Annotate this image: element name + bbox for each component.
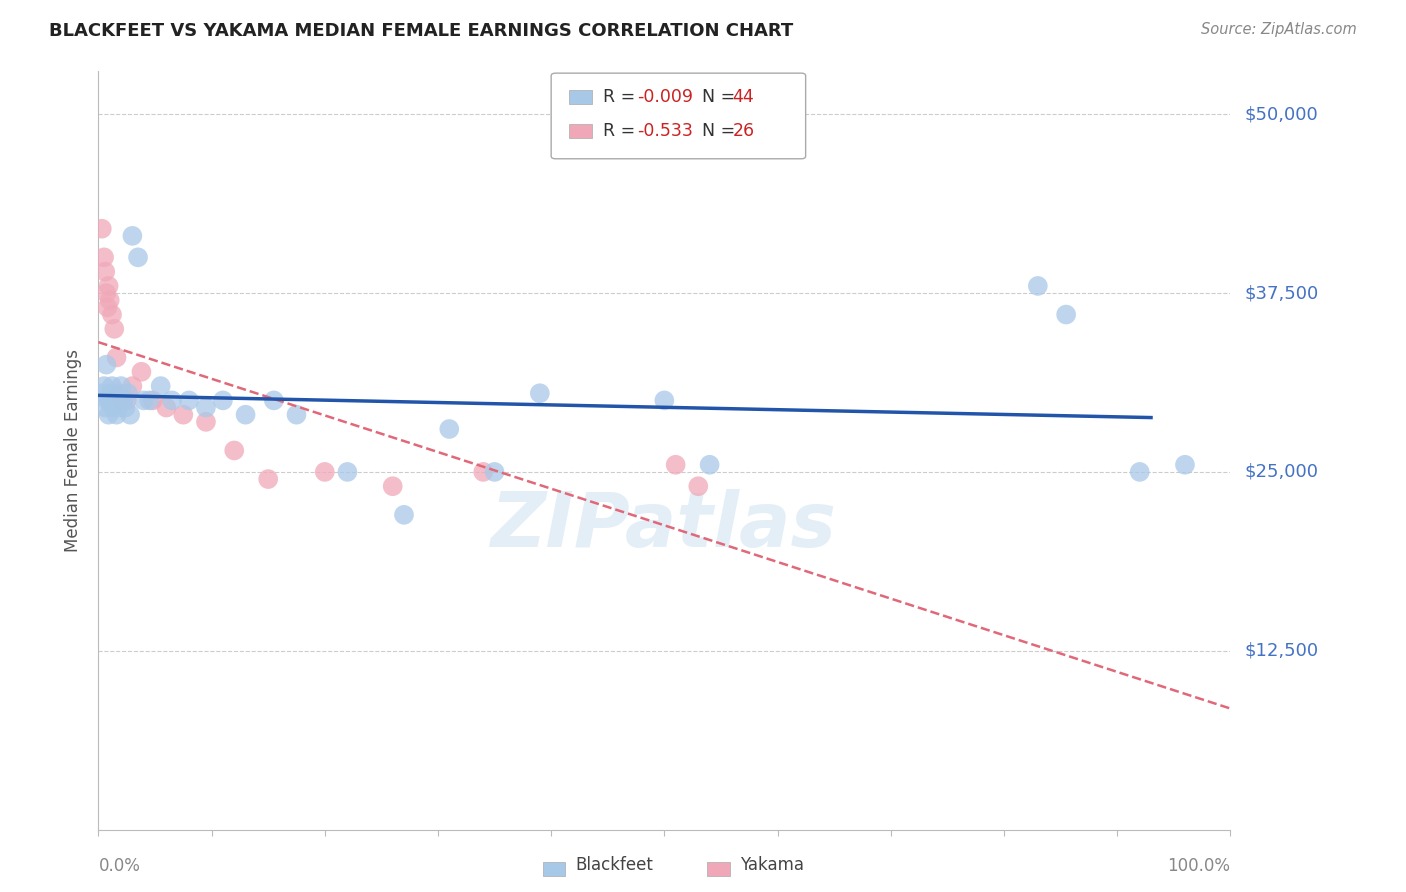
Point [94, 401, 117, 415]
Point [484, 465, 506, 479]
Point [314, 465, 336, 479]
Point [120, 408, 142, 422]
Point [96, 393, 118, 408]
Text: -0.009: -0.009 [637, 88, 693, 106]
Point [194, 415, 217, 429]
Point [103, 322, 125, 336]
Point [101, 308, 124, 322]
Point [1174, 458, 1197, 472]
Text: N =: N = [702, 88, 741, 106]
Point [96, 358, 118, 372]
Point [121, 228, 143, 243]
Point [100, 386, 122, 401]
Text: BLACKFEET VS YAKAMA MEDIAN FEMALE EARNINGS CORRELATION CHART: BLACKFEET VS YAKAMA MEDIAN FEMALE EARNIN… [49, 22, 793, 40]
Point [132, 393, 155, 408]
Point [107, 386, 129, 401]
Point [112, 393, 135, 408]
Point [117, 386, 139, 401]
Point [107, 401, 129, 415]
Point [142, 393, 165, 408]
Point [105, 408, 128, 422]
Point [381, 479, 404, 493]
Point [101, 401, 124, 415]
Point [105, 351, 128, 365]
Point [1054, 308, 1077, 322]
Point [235, 408, 257, 422]
Point [472, 465, 495, 479]
Point [93, 250, 115, 264]
Point [665, 458, 688, 472]
Point [263, 393, 285, 408]
Text: N =: N = [702, 122, 741, 140]
Point [103, 393, 125, 408]
Point [652, 393, 676, 408]
Point [439, 422, 461, 436]
Point [336, 465, 359, 479]
Text: $25,000: $25,000 [1244, 463, 1319, 481]
Point [285, 408, 308, 422]
Point [110, 379, 132, 393]
Point [1129, 465, 1152, 479]
Point [93, 379, 115, 393]
Point [155, 401, 177, 415]
Text: $50,000: $50,000 [1244, 105, 1317, 123]
Point [177, 393, 200, 408]
Point [101, 379, 124, 393]
Text: $37,500: $37,500 [1244, 284, 1319, 302]
Point [107, 393, 129, 408]
Text: ZIPatlas: ZIPatlas [491, 490, 838, 563]
Point [97, 408, 120, 422]
Point [115, 393, 138, 408]
Point [1026, 279, 1049, 293]
Text: Yakama: Yakama [740, 856, 804, 874]
Text: 44: 44 [733, 88, 754, 106]
Point [114, 401, 136, 415]
Point [98, 393, 121, 408]
Point [131, 365, 153, 379]
Point [97, 279, 120, 293]
Point [96, 286, 118, 301]
Point [212, 393, 235, 408]
Point [224, 443, 246, 458]
Text: Blackfeet: Blackfeet [575, 856, 652, 874]
Point [172, 408, 194, 422]
Text: $12,500: $12,500 [1244, 641, 1319, 660]
Point [257, 472, 280, 486]
Point [111, 393, 134, 408]
Point [699, 458, 721, 472]
Text: 26: 26 [733, 122, 755, 140]
Point [688, 479, 710, 493]
Text: 0.0%: 0.0% [98, 857, 141, 875]
Point [194, 401, 217, 415]
Text: 100.0%: 100.0% [1167, 857, 1230, 875]
Text: -0.533: -0.533 [637, 122, 693, 140]
Point [94, 265, 117, 279]
Point [529, 386, 551, 401]
Point [149, 379, 172, 393]
Text: Source: ZipAtlas.com: Source: ZipAtlas.com [1201, 22, 1357, 37]
Point [138, 393, 160, 408]
Point [121, 379, 143, 393]
Point [104, 386, 127, 401]
Point [96, 301, 118, 315]
Point [392, 508, 415, 522]
Text: R =: R = [603, 122, 641, 140]
Point [90, 386, 112, 401]
Point [127, 250, 149, 264]
Point [90, 221, 112, 235]
Point [160, 393, 183, 408]
Point [108, 393, 131, 408]
Point [98, 293, 121, 308]
Y-axis label: Median Female Earnings: Median Female Earnings [65, 349, 83, 552]
Text: R =: R = [603, 88, 641, 106]
